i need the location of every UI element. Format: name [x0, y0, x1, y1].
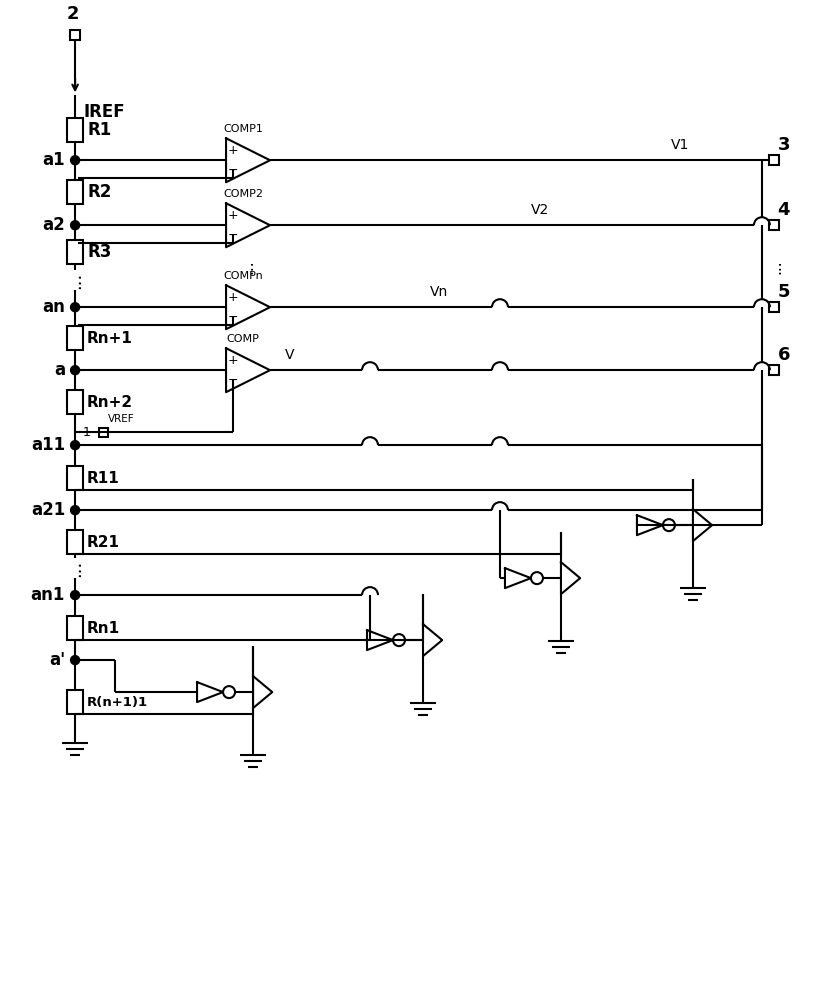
- Text: COMPn: COMPn: [223, 271, 263, 281]
- Bar: [67, 466, 83, 490]
- Circle shape: [71, 441, 80, 450]
- Text: ...: ...: [66, 560, 84, 577]
- Text: V: V: [285, 348, 294, 362]
- Text: 1: 1: [82, 426, 90, 439]
- Text: Rn1: Rn1: [87, 621, 120, 636]
- Text: Rn+1: Rn+1: [87, 331, 133, 346]
- Text: R(n+1)1: R(n+1)1: [87, 696, 148, 709]
- Circle shape: [71, 156, 80, 165]
- Bar: [70, 30, 80, 40]
- Text: R11: R11: [87, 471, 119, 486]
- Text: R1: R1: [87, 121, 111, 139]
- Text: +: +: [227, 144, 238, 157]
- Text: −: −: [227, 374, 238, 387]
- Text: +: +: [227, 209, 238, 222]
- Text: COMP1: COMP1: [223, 124, 263, 134]
- Text: a1: a1: [43, 151, 65, 169]
- Bar: [99, 428, 108, 437]
- Circle shape: [71, 221, 80, 230]
- Circle shape: [71, 303, 80, 312]
- Bar: [67, 390, 83, 414]
- Text: 6: 6: [778, 346, 790, 364]
- Text: 3: 3: [778, 136, 790, 154]
- Text: Vn: Vn: [430, 285, 448, 299]
- Text: an: an: [42, 298, 65, 316]
- Text: −: −: [227, 311, 238, 324]
- Text: +: +: [227, 291, 238, 304]
- Text: ...: ...: [769, 259, 784, 274]
- Text: COMP: COMP: [227, 334, 260, 344]
- Text: Rn+2: Rn+2: [87, 395, 133, 410]
- Text: V2: V2: [531, 203, 549, 217]
- Bar: [67, 326, 83, 350]
- Text: a11: a11: [31, 436, 65, 454]
- Text: R3: R3: [87, 243, 111, 261]
- Text: COMP2: COMP2: [223, 189, 263, 199]
- Bar: [67, 530, 83, 554]
- Bar: [67, 690, 83, 714]
- Text: 4: 4: [778, 201, 790, 219]
- Text: −: −: [227, 164, 238, 177]
- Text: V1: V1: [671, 138, 689, 152]
- Bar: [67, 240, 83, 264]
- Text: R21: R21: [87, 535, 120, 550]
- Circle shape: [71, 366, 80, 375]
- Text: 2: 2: [67, 5, 79, 23]
- Bar: [67, 180, 83, 204]
- Text: an1: an1: [30, 586, 65, 604]
- Bar: [769, 365, 779, 375]
- Bar: [769, 220, 779, 230]
- Text: a': a': [49, 651, 65, 669]
- Text: −: −: [227, 229, 238, 242]
- Text: R2: R2: [87, 183, 111, 201]
- Text: a: a: [54, 361, 65, 379]
- Text: IREF: IREF: [83, 103, 124, 121]
- Circle shape: [71, 591, 80, 600]
- Text: ...: ...: [66, 272, 84, 289]
- Text: ...: ...: [241, 259, 255, 274]
- Bar: [769, 302, 779, 312]
- Text: a21: a21: [30, 501, 65, 519]
- Circle shape: [71, 506, 80, 515]
- Bar: [67, 118, 83, 142]
- Text: 5: 5: [778, 283, 790, 301]
- Bar: [67, 616, 83, 640]
- Text: a2: a2: [42, 216, 65, 234]
- Text: VREF: VREF: [108, 414, 134, 424]
- Text: +: +: [227, 354, 238, 367]
- Bar: [769, 155, 779, 165]
- Circle shape: [71, 656, 80, 665]
